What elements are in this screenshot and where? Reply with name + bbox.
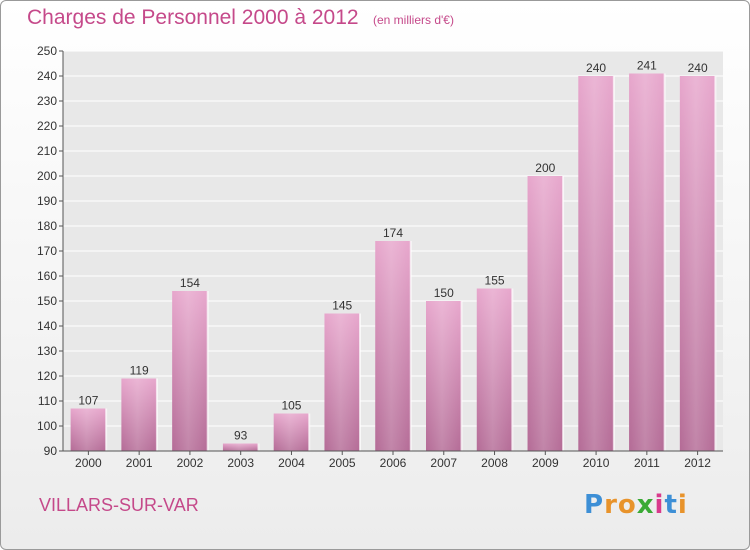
- y-tick-label: 200: [37, 169, 57, 183]
- logo-letter: i: [654, 490, 665, 520]
- y-tick-label: 230: [37, 94, 57, 108]
- x-tick-label: 2004: [278, 456, 305, 470]
- bar-highlight: [578, 76, 614, 451]
- x-tick-label: 2001: [126, 456, 153, 470]
- y-tick-label: 180: [37, 219, 57, 233]
- data-label: 119: [130, 364, 149, 378]
- x-tick-label: 2012: [684, 456, 711, 470]
- bar-highlight: [172, 291, 208, 451]
- chart-subtitle: (en milliers d'€): [373, 13, 454, 27]
- bar-highlight: [273, 413, 310, 451]
- bar-highlight: [629, 73, 665, 451]
- x-tick-label: 2000: [75, 456, 102, 470]
- x-tick-label: 2008: [481, 456, 508, 470]
- logo-letter: t: [664, 490, 678, 520]
- x-tick-label: 2005: [329, 456, 356, 470]
- bar-highlight: [70, 408, 107, 451]
- x-tick-label: 2002: [177, 456, 204, 470]
- bar-highlight: [222, 443, 259, 451]
- y-tick-label: 100: [37, 419, 57, 433]
- y-tick-label: 250: [37, 44, 57, 58]
- bar-highlight: [527, 176, 564, 451]
- data-label: 145: [332, 299, 352, 313]
- x-tick-label: 2009: [532, 456, 559, 470]
- bar-highlight: [324, 313, 360, 451]
- bar-highlight: [476, 288, 513, 451]
- x-tick-label: 2011: [634, 456, 660, 470]
- logo-letter: r: [604, 490, 618, 520]
- data-label: 155: [485, 274, 505, 288]
- logo-letter: i: [677, 490, 688, 520]
- data-label: 240: [688, 61, 708, 75]
- y-tick-label: 150: [37, 294, 57, 308]
- logo-letter: o: [617, 490, 637, 520]
- y-tick-label: 120: [37, 369, 57, 383]
- data-label: 200: [535, 161, 555, 175]
- y-tick-label: 90: [44, 444, 58, 458]
- data-label: 93: [234, 429, 248, 443]
- data-label: 241: [637, 59, 657, 73]
- y-tick-label: 210: [37, 144, 57, 158]
- x-tick-label: 2010: [583, 456, 610, 470]
- y-tick-label: 170: [37, 244, 57, 258]
- y-tick-label: 220: [37, 119, 57, 133]
- data-label: 105: [281, 399, 301, 413]
- bar-highlight: [375, 241, 411, 451]
- bar-highlight: [679, 76, 716, 451]
- x-tick-label: 2003: [227, 456, 254, 470]
- logo-letter: x: [636, 490, 655, 520]
- axes: [59, 50, 723, 455]
- y-tick-label: 190: [37, 194, 57, 208]
- bar-highlight: [121, 378, 157, 451]
- y-tick-label: 140: [37, 319, 57, 333]
- logo-letter: P: [584, 490, 605, 520]
- x-tick-label: 2006: [380, 456, 407, 470]
- proxiti-logo: Proxiti: [584, 490, 688, 520]
- data-label: 154: [180, 276, 200, 290]
- data-label: 107: [78, 394, 98, 408]
- data-label: 240: [586, 61, 606, 75]
- data-label: 174: [383, 226, 403, 240]
- x-tick-label: 2007: [430, 456, 457, 470]
- labels: 90 100 110 120 130 140 150 160 170 180 190 200 210 22…: [37, 44, 711, 470]
- bars: [70, 73, 717, 451]
- y-tick-label: 110: [38, 394, 57, 408]
- y-tick-label: 160: [37, 269, 57, 283]
- y-tick-label: 130: [37, 344, 57, 358]
- y-tick-label: 240: [37, 69, 57, 83]
- chart-title: Charges de Personnel 2000 à 2012: [27, 6, 359, 29]
- bar-highlight: [426, 301, 462, 451]
- commune-name: VILLARS-SUR-VAR: [39, 495, 199, 515]
- data-label: 150: [434, 286, 454, 300]
